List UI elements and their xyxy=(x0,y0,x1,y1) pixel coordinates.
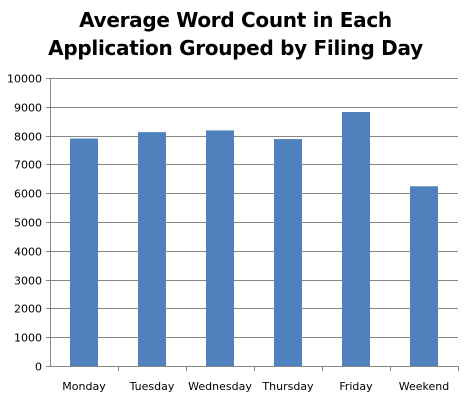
y-tick-label: 5000 xyxy=(14,217,42,230)
x-tick-label: Monday xyxy=(62,380,106,393)
chart-title-line-1: Average Word Count in Each xyxy=(79,8,392,32)
y-tick-label: 9000 xyxy=(14,102,42,115)
y-tick-label: 4000 xyxy=(14,246,42,259)
bar xyxy=(274,139,302,366)
x-tick-label: Weekend xyxy=(399,380,449,393)
bar xyxy=(138,132,166,366)
y-tick-label: 10000 xyxy=(7,73,42,86)
bar xyxy=(206,130,234,366)
chart-title-line-2: Application Grouped by Filing Day xyxy=(48,36,423,60)
y-tick-label: 8000 xyxy=(14,131,42,144)
axes xyxy=(46,78,459,371)
x-tick-label: Friday xyxy=(339,380,373,393)
bar xyxy=(70,138,98,366)
bars xyxy=(70,111,438,366)
chart-title: Average Word Count in Each Application G… xyxy=(0,6,471,62)
y-tick-label: 6000 xyxy=(14,188,42,201)
y-tick-label: 2000 xyxy=(14,303,42,316)
y-tick-label: 7000 xyxy=(14,159,42,172)
x-tick-label: Tuesday xyxy=(129,380,175,393)
y-tick-label: 1000 xyxy=(14,332,42,345)
y-tick-label: 0 xyxy=(35,361,42,374)
bar xyxy=(410,186,438,366)
gridlines xyxy=(50,78,458,338)
y-tick-label: 3000 xyxy=(14,275,42,288)
tick-labels: 0 1000 2000 3000 4000 5000 6000 7000 8000 9000 100… xyxy=(7,73,449,394)
bar xyxy=(342,111,370,366)
x-tick-label: Thursday xyxy=(261,380,314,393)
x-tick-label: Wednesday xyxy=(188,380,252,393)
